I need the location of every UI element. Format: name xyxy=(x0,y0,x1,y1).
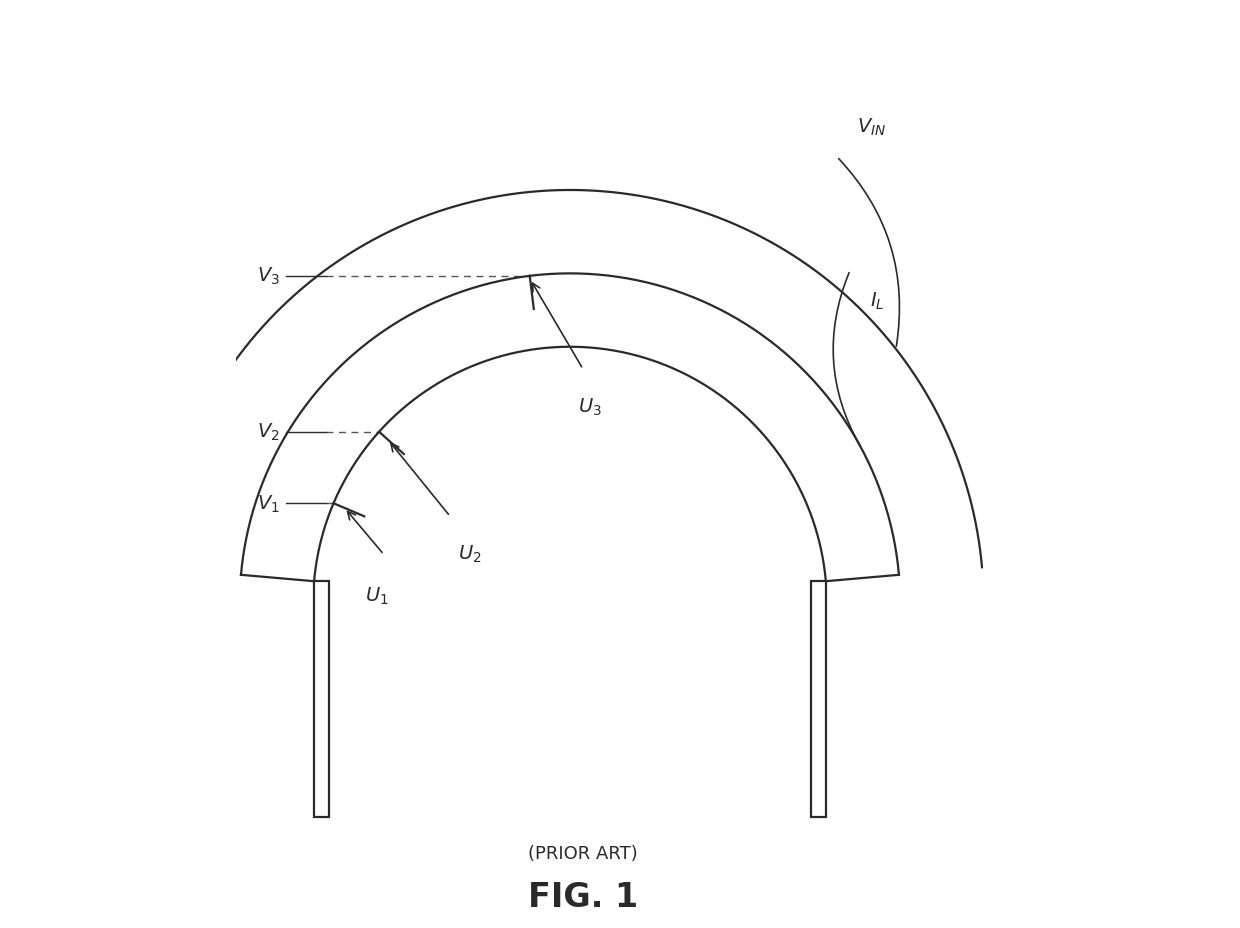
Text: $V_{1}$: $V_{1}$ xyxy=(257,493,280,514)
Text: $V_{3}$: $V_{3}$ xyxy=(257,266,280,287)
Text: $V_{IN}$: $V_{IN}$ xyxy=(857,116,887,137)
Text: $U_2$: $U_2$ xyxy=(459,544,482,565)
Text: FIG. 1: FIG. 1 xyxy=(528,881,639,913)
Text: $U_1$: $U_1$ xyxy=(366,585,389,606)
Text: $I_L$: $I_L$ xyxy=(870,290,884,312)
Text: (PRIOR ART): (PRIOR ART) xyxy=(528,844,639,862)
Polygon shape xyxy=(241,274,899,582)
Text: $V_{2}$: $V_{2}$ xyxy=(257,421,280,443)
Bar xyxy=(811,582,826,818)
Bar xyxy=(314,582,329,818)
Text: $U_3$: $U_3$ xyxy=(578,396,601,418)
